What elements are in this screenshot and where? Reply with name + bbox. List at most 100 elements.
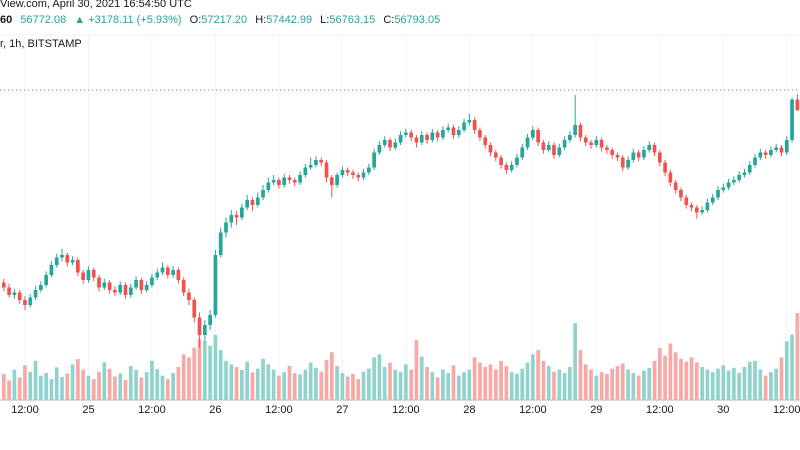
volume-bar	[404, 364, 408, 400]
candle-body	[393, 142, 398, 148]
candle-body	[493, 152, 498, 158]
volume-bar	[504, 366, 509, 400]
chart-header: View.com, April 30, 2021 16:54:50 UTC 60…	[0, 0, 800, 52]
volume-bar	[102, 362, 107, 400]
candle-body	[65, 255, 70, 263]
volume-bar	[520, 368, 525, 400]
x-tick-label: 12:00	[392, 404, 420, 416]
x-tick-label: 25	[82, 404, 94, 416]
volume-bar	[557, 369, 562, 400]
volume-bar	[266, 364, 271, 400]
interval: 60	[0, 14, 13, 26]
volume-bar	[668, 343, 673, 400]
volume-bar	[86, 375, 91, 400]
volume-bar	[361, 371, 366, 400]
volume-bar	[33, 360, 38, 400]
candle-body	[726, 182, 731, 188]
volume-bar	[673, 352, 678, 400]
candle-body	[277, 180, 281, 185]
candle-body	[552, 145, 556, 155]
candle-body	[530, 130, 535, 138]
volume-bar	[314, 367, 318, 400]
volume-bar	[91, 379, 96, 400]
volume-bar	[705, 369, 710, 400]
candle-body	[377, 145, 382, 153]
candle-body	[573, 125, 578, 135]
volume-bar	[509, 372, 514, 400]
candle-body	[642, 150, 646, 158]
candle-body	[557, 147, 562, 155]
volume-bar	[208, 345, 212, 400]
candle-body	[91, 270, 96, 278]
volume-bar	[335, 366, 339, 400]
volume-bar	[144, 372, 149, 400]
candle-body	[128, 287, 133, 295]
candle-body	[404, 132, 408, 135]
last-price: 56772.08	[20, 14, 67, 26]
candle-body	[779, 147, 784, 153]
candle-body	[60, 255, 64, 258]
volume-bar	[388, 362, 392, 400]
volume-bar	[229, 364, 234, 400]
candle-body	[483, 137, 488, 145]
volume-bar	[234, 366, 239, 400]
candle-body	[329, 177, 334, 185]
volume-bar	[626, 369, 630, 400]
candle-body	[144, 285, 149, 290]
candle-body	[134, 280, 138, 288]
volume-bar	[240, 370, 244, 400]
volume-bar	[356, 379, 361, 400]
volume-bar	[23, 365, 27, 400]
candle-body	[324, 162, 329, 178]
candle-body	[737, 175, 742, 180]
volume-bar	[694, 362, 699, 400]
candle-body	[81, 272, 86, 280]
candle-body	[525, 137, 530, 148]
candle-body	[97, 277, 101, 288]
volume-bar	[594, 375, 599, 400]
volume-bar	[76, 359, 80, 400]
x-tick-label: 12:00	[265, 404, 293, 416]
volume-bar	[620, 363, 625, 400]
candle-body	[536, 130, 540, 143]
volume-bar	[716, 368, 720, 400]
volume-bar	[488, 364, 493, 400]
candle-body	[234, 215, 239, 218]
candle-body	[742, 172, 747, 175]
volume-bar	[583, 364, 588, 400]
candle-body	[732, 180, 736, 183]
candle-body	[626, 160, 630, 168]
candle-body	[240, 207, 244, 218]
candle-body	[340, 170, 345, 175]
volume-bar	[493, 369, 498, 400]
volume-bar	[398, 372, 403, 400]
volume-bar	[192, 347, 197, 400]
volume-bar	[552, 371, 556, 400]
volume-bar	[245, 361, 250, 400]
candle-body	[451, 127, 456, 135]
volume-bar	[515, 373, 519, 400]
candle-body	[446, 127, 451, 130]
volume-bar	[340, 373, 345, 400]
volume-bar	[642, 370, 646, 400]
candle-body	[504, 165, 509, 170]
volume-bar	[615, 366, 620, 400]
ohlc-label: H:	[255, 14, 267, 26]
candle-body	[356, 175, 361, 178]
candle-body	[266, 182, 271, 190]
volume-bar	[636, 375, 641, 400]
candle-body	[647, 145, 652, 150]
ohlc-label: O:	[189, 14, 202, 26]
volume-bar	[308, 362, 313, 400]
volume-bar	[790, 334, 794, 400]
candle-body	[314, 160, 318, 165]
volume-bar	[113, 376, 117, 400]
volume-bar	[202, 341, 207, 400]
candle-body	[76, 260, 80, 273]
candle-body	[12, 292, 17, 295]
candle-body	[319, 160, 324, 163]
candle-body	[23, 300, 27, 305]
volume-bar	[218, 350, 223, 400]
volume-bar	[303, 369, 308, 400]
